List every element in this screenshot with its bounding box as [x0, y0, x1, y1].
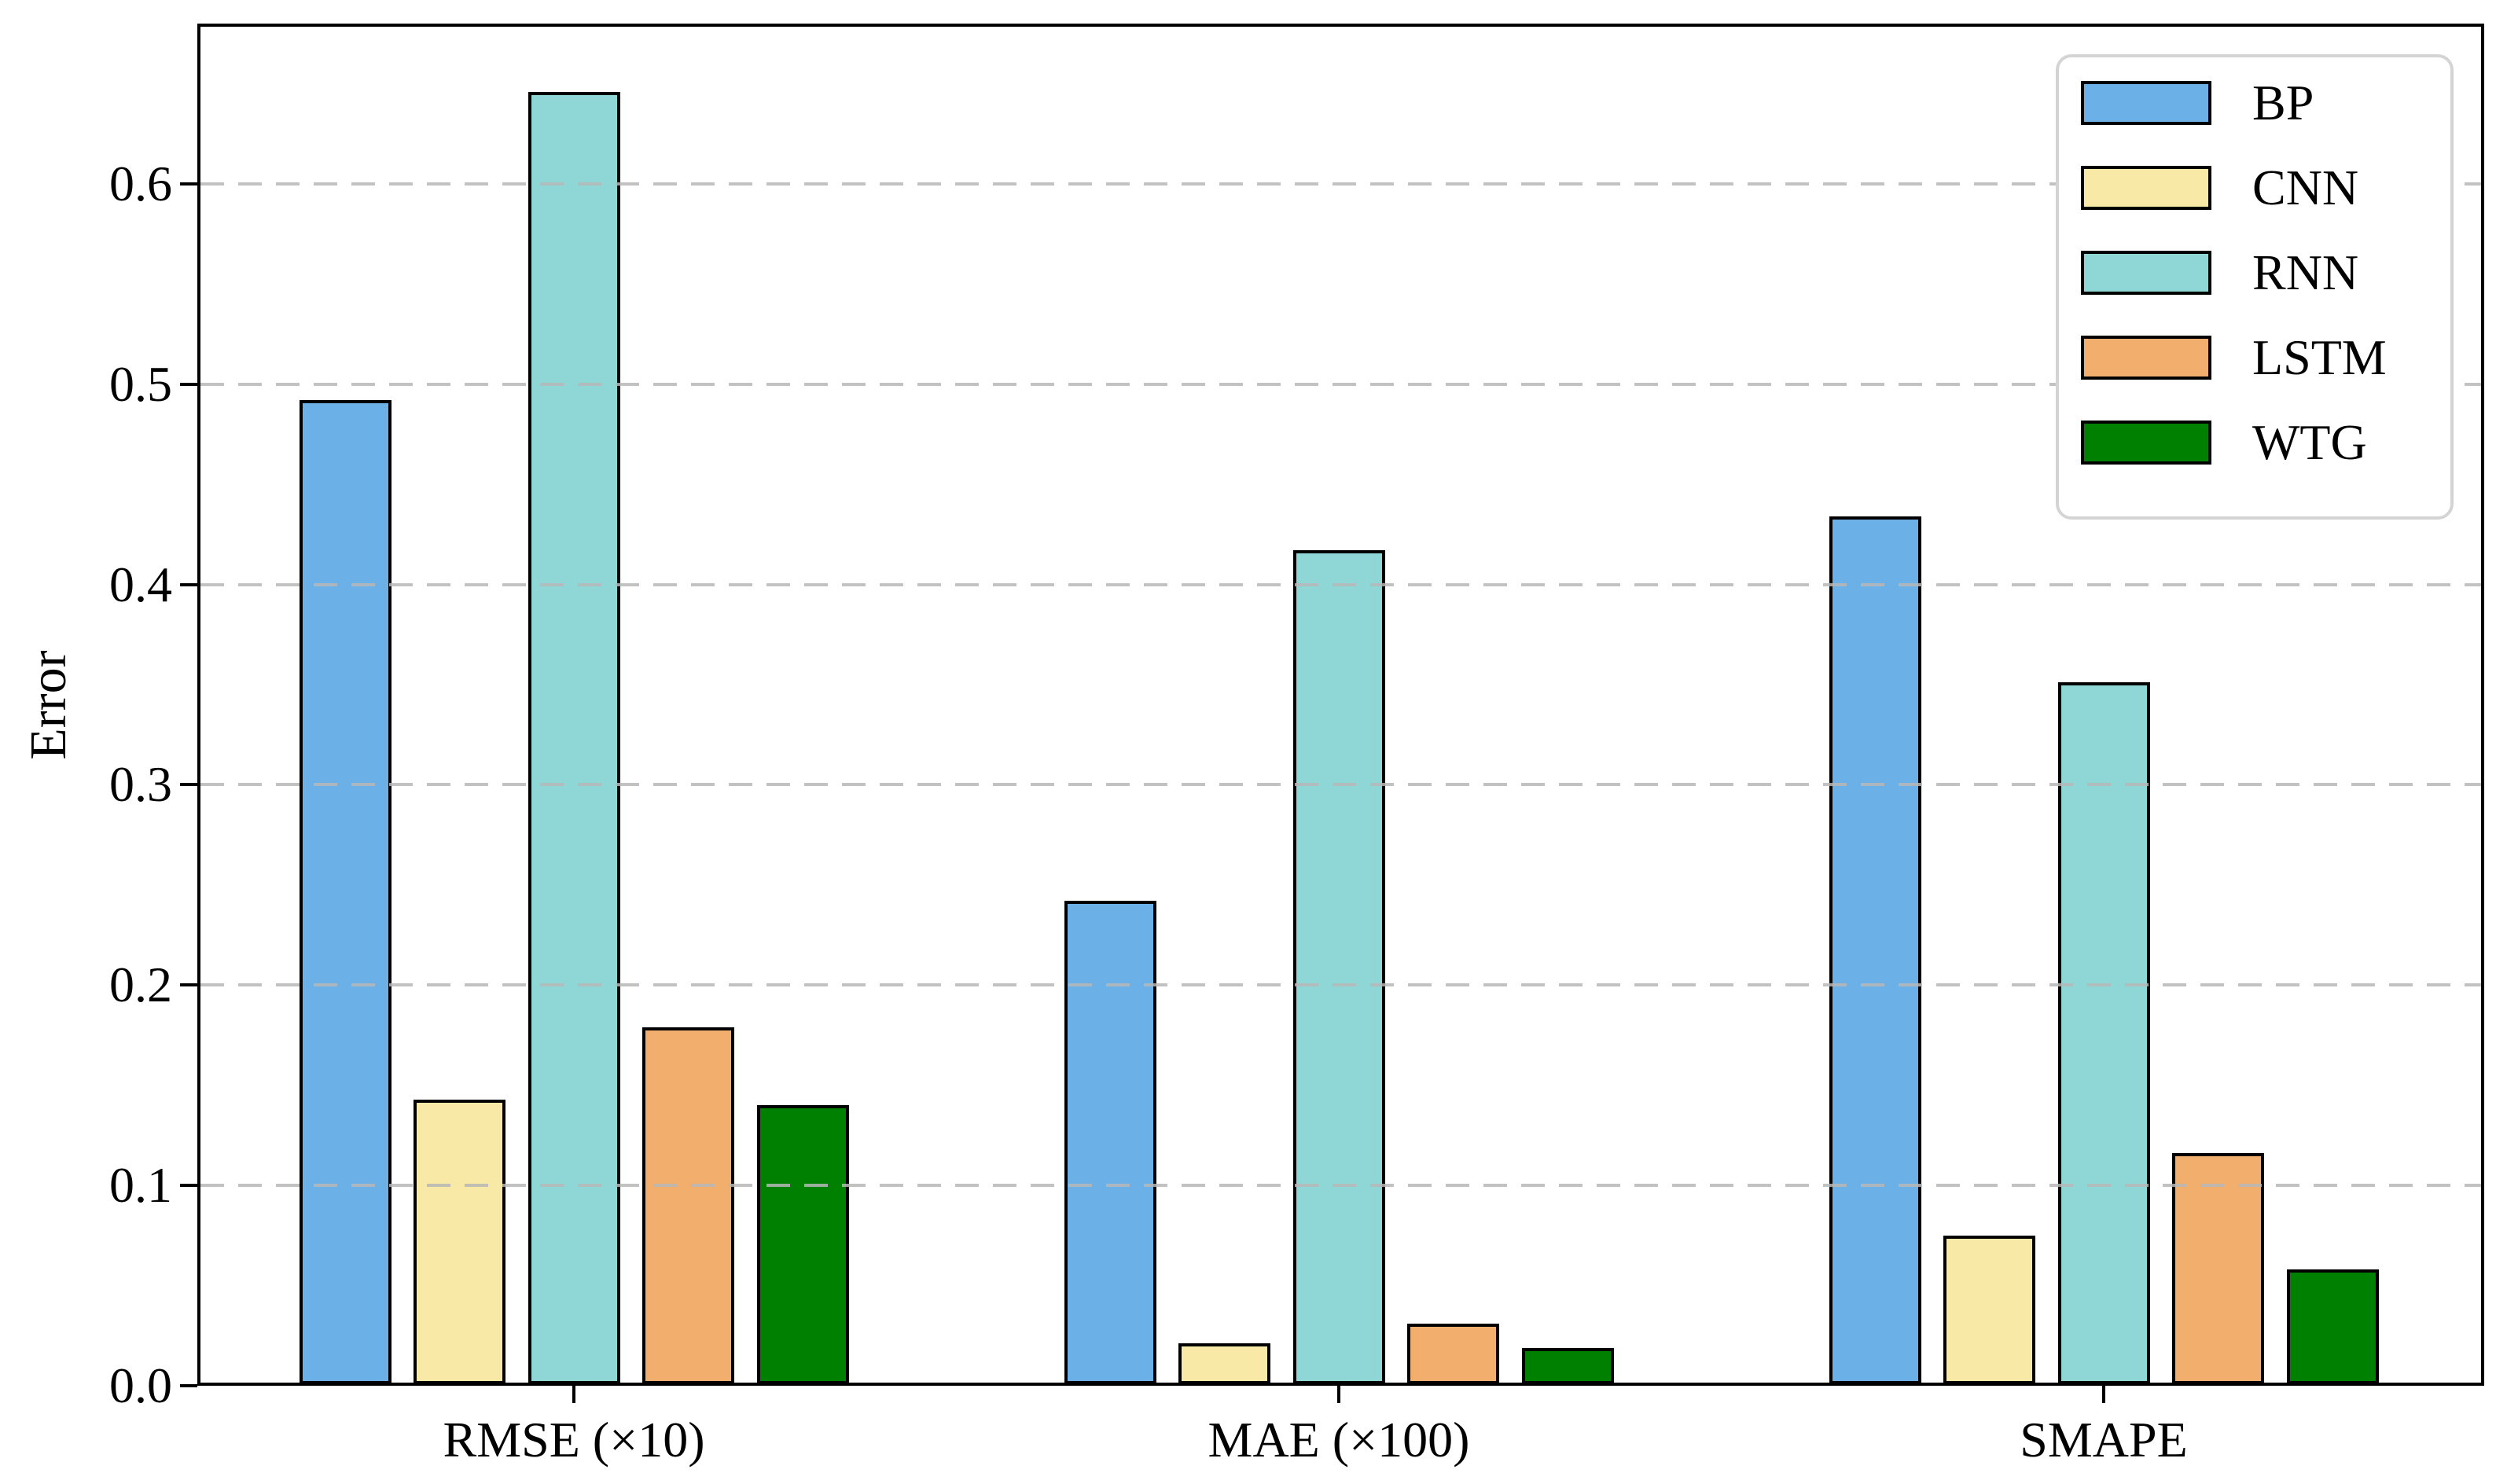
gridline	[200, 182, 2481, 186]
x-tick-mark	[1337, 1383, 1340, 1403]
legend-label-lstm: LSTM	[2252, 329, 2387, 385]
y-tick-label: 0.6	[109, 155, 172, 211]
y-tick-mark	[180, 382, 197, 386]
gridline	[200, 783, 2481, 787]
legend-row-wtg: WTG	[2081, 414, 2450, 470]
bar-wtg-1	[756, 1105, 849, 1384]
bar-lstm-3	[2172, 1153, 2264, 1384]
legend-label-bp: BP	[2252, 75, 2314, 130]
legend-swatch-cnn	[2081, 166, 2211, 210]
legend-row-lstm: LSTM	[2081, 329, 2450, 385]
bar-wtg-2	[1521, 1347, 1614, 1384]
bar-rnn-2	[1292, 550, 1385, 1384]
bar-rnn-1	[528, 91, 620, 1384]
x-category-label: MAE (×100)	[1208, 1412, 1470, 1467]
y-tick-label: 0.2	[109, 957, 172, 1013]
bar-cnn-3	[1943, 1235, 2035, 1384]
legend-swatch-bp	[2081, 81, 2211, 125]
gridline	[200, 1184, 2481, 1188]
x-category-label: SMAPE	[2020, 1412, 2188, 1467]
gridline	[200, 582, 2481, 586]
bar-lstm-1	[642, 1027, 734, 1384]
legend-swatch-rnn	[2081, 251, 2211, 295]
y-tick-mark	[180, 182, 197, 186]
y-tick-mark	[180, 983, 197, 987]
y-tick-label: 0.5	[109, 355, 172, 412]
bar-lstm-2	[1407, 1323, 1499, 1384]
legend-row-bp: BP	[2081, 75, 2450, 130]
legend-row-cnn: CNN	[2081, 160, 2450, 215]
y-tick-mark	[180, 582, 197, 586]
legend-swatch-lstm	[2081, 336, 2211, 380]
y-axis-title: Error	[20, 650, 77, 760]
bar-bp-3	[1829, 516, 1921, 1384]
legend-label-cnn: CNN	[2252, 160, 2359, 215]
bar-bp-1	[299, 400, 391, 1384]
bar-wtg-3	[2286, 1269, 2379, 1384]
x-tick-mark	[572, 1383, 575, 1403]
x-category-label: RMSE (×10)	[443, 1412, 705, 1467]
legend: BP CNN RNN LSTM WTG	[2056, 54, 2454, 520]
bar-cnn-1	[414, 1099, 505, 1384]
legend-label-rnn: RNN	[2252, 244, 2359, 300]
legend-swatch-wtg	[2081, 421, 2211, 465]
x-tick-mark	[2102, 1383, 2105, 1403]
y-tick-label: 0.0	[109, 1357, 172, 1413]
y-tick-mark	[180, 1184, 197, 1188]
y-tick-mark	[180, 783, 197, 787]
bar-cnn-2	[1178, 1343, 1270, 1384]
legend-label-wtg: WTG	[2252, 414, 2367, 470]
y-tick-mark	[180, 1384, 197, 1387]
y-tick-label: 0.4	[109, 556, 172, 612]
gridline	[200, 983, 2481, 987]
bar-rnn-3	[2057, 682, 2150, 1384]
legend-row-rnn: RNN	[2081, 244, 2450, 300]
bar-bp-2	[1064, 901, 1156, 1384]
y-tick-label: 0.3	[109, 756, 172, 813]
gridline	[200, 382, 2481, 386]
y-tick-label: 0.1	[109, 1157, 172, 1214]
